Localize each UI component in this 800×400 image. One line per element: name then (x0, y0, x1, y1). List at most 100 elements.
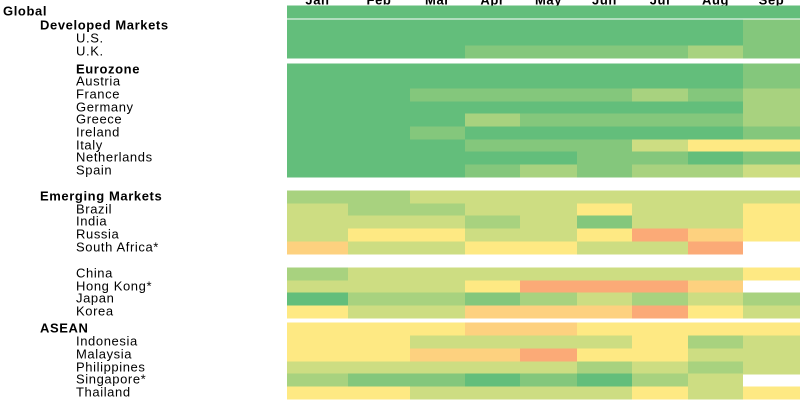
heat-cell (520, 348, 577, 362)
heat-cell (287, 215, 348, 229)
heat-cell (632, 228, 688, 242)
heat-cell (743, 75, 800, 89)
heat-cell (348, 126, 410, 140)
heat-cell (287, 5, 348, 19)
heat-cell (287, 75, 348, 89)
heat-cell (465, 241, 520, 255)
heat-cell (348, 190, 410, 204)
heat-cell (410, 267, 465, 281)
heat-cell (348, 45, 410, 59)
heat-cell (577, 5, 632, 19)
row-label: U.K. (76, 43, 104, 58)
heat-cell (577, 361, 632, 375)
heat-cell (520, 361, 577, 375)
heat-cell (465, 292, 520, 306)
column-header: Aug (702, 0, 729, 7)
heat-cell (632, 5, 688, 19)
heat-cell (743, 139, 800, 153)
heat-cell (520, 373, 577, 387)
heat-cell (287, 267, 348, 281)
heat-cell (348, 348, 410, 362)
heat-cell (465, 305, 520, 319)
heat-cell (632, 348, 688, 362)
heat-cell (520, 280, 577, 294)
heat-cell (688, 386, 743, 400)
heat-cell (287, 190, 348, 204)
heat-cell (520, 32, 577, 46)
heat-cell (348, 19, 410, 33)
heat-cell (577, 348, 632, 362)
column-header: Jul (650, 0, 671, 7)
heat-cell (520, 305, 577, 319)
heat-cell (688, 348, 743, 362)
heat-cell (465, 126, 520, 140)
heat-cell (410, 32, 465, 46)
heat-cell (688, 361, 743, 375)
heat-cell (743, 305, 800, 319)
column-header: Apr (480, 0, 504, 7)
heat-cell (410, 305, 465, 319)
heat-cell (410, 361, 465, 375)
row-label: Brazil (76, 201, 112, 216)
heat-cell (688, 164, 743, 178)
heat-cell (348, 305, 410, 319)
heat-cell (520, 101, 577, 115)
heat-cell (632, 63, 688, 77)
heat-cell (520, 190, 577, 204)
heat-cell (410, 322, 465, 336)
heat-cell (287, 228, 348, 242)
heat-cell (577, 113, 632, 127)
heat-cell (287, 45, 348, 59)
row-label: Korea (76, 303, 114, 318)
heat-cell (688, 373, 743, 387)
heat-cell (348, 335, 410, 349)
heat-cell (688, 190, 743, 204)
row-label: India (76, 213, 107, 228)
heat-cell (743, 215, 800, 229)
heat-cell (743, 63, 800, 77)
heat-cell (632, 75, 688, 89)
heat-cell (632, 19, 688, 33)
heat-cell (520, 45, 577, 59)
heat-cell (632, 113, 688, 127)
heat-cell (287, 88, 348, 102)
heat-cell (577, 373, 632, 387)
heat-cell (410, 19, 465, 33)
row-label: Greece (76, 111, 122, 126)
row-label: Emerging Markets (40, 188, 162, 203)
heat-cell (520, 335, 577, 349)
heat-cell (348, 151, 410, 165)
column-header: Jun (592, 0, 617, 7)
heat-cell (632, 215, 688, 229)
heat-cell (287, 32, 348, 46)
heat-cell (465, 75, 520, 89)
row-label: Russia (76, 226, 120, 241)
heat-cell (410, 101, 465, 115)
heat-cell (632, 322, 688, 336)
row-label: Hong Kong* (76, 278, 152, 293)
heat-cell (465, 19, 520, 33)
heat-cell (348, 386, 410, 400)
heat-cell (410, 190, 465, 204)
heat-cell (743, 5, 800, 19)
heat-cell (632, 280, 688, 294)
heat-cell (688, 280, 743, 294)
heat-cell (465, 32, 520, 46)
heat-cell (520, 215, 577, 229)
heat-cell (287, 348, 348, 362)
heat-cell (743, 203, 800, 217)
heat-cell (287, 322, 348, 336)
heat-cell (688, 126, 743, 140)
column-header: Mar (425, 0, 450, 7)
heat-cell (743, 88, 800, 102)
heat-cell (743, 101, 800, 115)
heat-cell (348, 215, 410, 229)
heat-cell (743, 190, 800, 204)
heat-cell (520, 19, 577, 33)
heat-cell (577, 164, 632, 178)
heat-cell (287, 305, 348, 319)
heat-cell (577, 203, 632, 217)
heat-cell (410, 45, 465, 59)
heat-cell (688, 5, 743, 19)
